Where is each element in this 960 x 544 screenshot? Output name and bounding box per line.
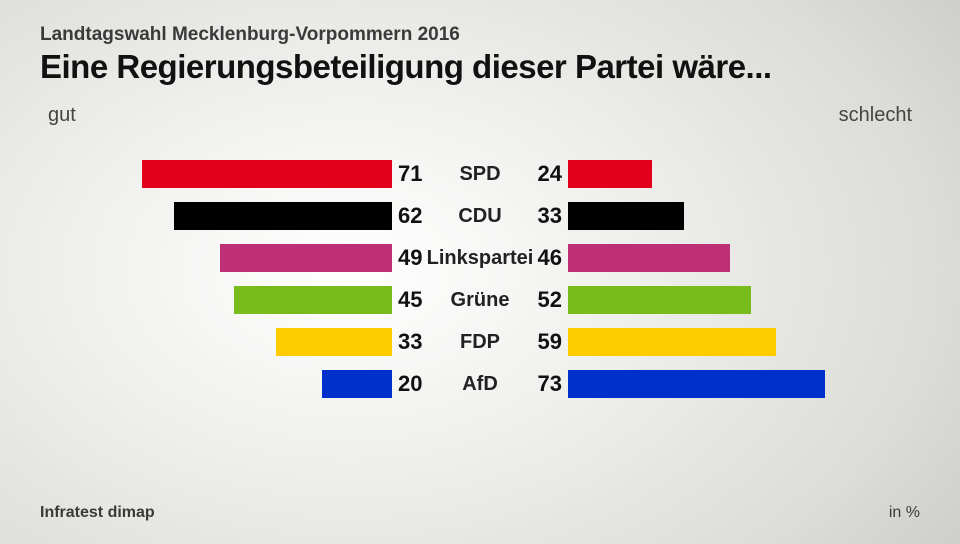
chart-subtitle: Landtagswahl Mecklenburg-Vorpommern 2016 [40, 24, 920, 46]
chart-row: 62 CDU 33 [40, 197, 920, 235]
value-good: 71 [398, 161, 422, 187]
legend-left: gut [48, 104, 76, 127]
value-bad: 24 [538, 161, 562, 187]
value-bad: 46 [538, 245, 562, 271]
bar-bad [568, 244, 730, 272]
bar-bad [568, 286, 751, 314]
party-label: AfD [462, 373, 498, 396]
value-good: 33 [398, 329, 422, 355]
bar-bad [568, 328, 776, 356]
bar-good [142, 160, 392, 188]
value-good: 45 [398, 287, 422, 313]
bar-bad [568, 202, 684, 230]
bar-bad [568, 160, 652, 188]
value-good: 62 [398, 203, 422, 229]
chart-row: 45 Grüne 52 [40, 281, 920, 319]
bar-good [276, 328, 392, 356]
bar-good [234, 286, 392, 314]
party-label: Grüne [451, 289, 510, 312]
chart-title: Eine Regierungsbeteiligung dieser Partei… [40, 48, 920, 86]
chart-row: 71 SPD 24 [40, 155, 920, 193]
value-bad: 33 [538, 203, 562, 229]
value-bad: 73 [538, 371, 562, 397]
party-label: CDU [458, 205, 501, 228]
source-label: Infratest dimap [40, 504, 155, 522]
chart-row: 33 FDP 59 [40, 323, 920, 361]
bar-bad [568, 370, 825, 398]
value-bad: 52 [538, 287, 562, 313]
bar-good [174, 202, 392, 230]
party-label: Linkspartei [427, 247, 534, 270]
unit-label: in % [889, 504, 920, 522]
value-bad: 59 [538, 329, 562, 355]
value-good: 20 [398, 371, 422, 397]
diverging-bar-chart: 71 SPD 24 62 CDU 33 49Linkspartei46 45 Grüne 52 33… [0, 127, 960, 403]
party-label: FDP [460, 331, 500, 354]
legend-right: schlecht [839, 104, 912, 127]
bar-good [220, 244, 392, 272]
party-label: SPD [459, 163, 500, 186]
chart-row: 49Linkspartei46 [40, 239, 920, 277]
chart-row: 20 AfD 73 [40, 365, 920, 403]
bar-good [322, 370, 392, 398]
value-good: 49 [398, 245, 422, 271]
